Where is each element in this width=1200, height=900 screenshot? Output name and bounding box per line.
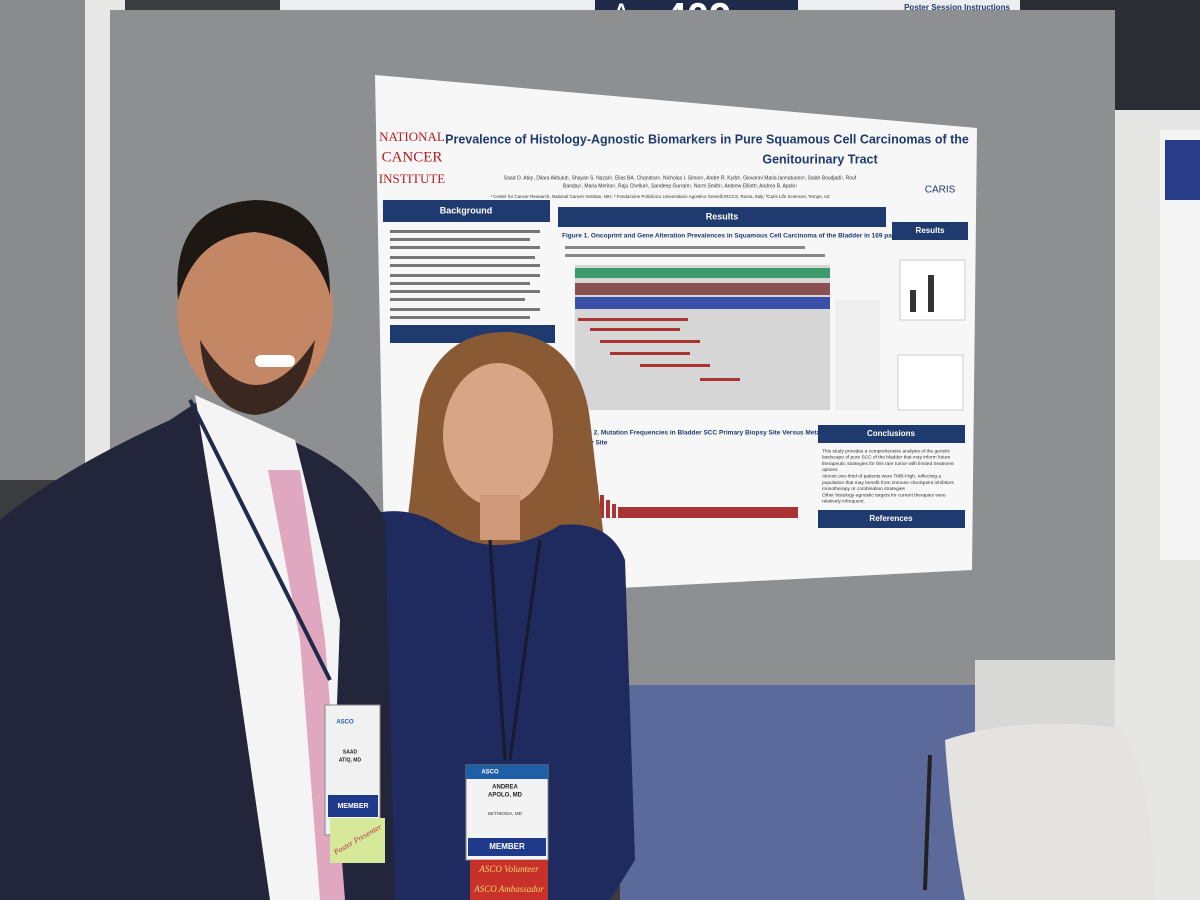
- conclusion-line: options: [822, 467, 838, 473]
- survival-plot: [897, 354, 964, 411]
- section-title: Background: [440, 205, 493, 215]
- conclusion-line: Other histology-agnostic targets for cur…: [822, 492, 946, 498]
- conclusion-line: population that may benefit from immune …: [822, 480, 954, 486]
- badge-name: SAAD: [343, 749, 358, 755]
- thumbnail-bar: [910, 290, 916, 312]
- partner-logo: CARIS: [925, 185, 956, 196]
- conclusions: This study provides a comprehensive anal…: [822, 448, 954, 504]
- conclusion-line: This study provides a comprehensive anal…: [822, 448, 951, 454]
- poster-title: Prevalence of Histology-Agnostic Biomark…: [445, 132, 969, 146]
- authors: Saad O. Atiq¹, Dilara Akbulut¹, Shayan S…: [504, 175, 857, 181]
- oncoprint-cells: [578, 318, 740, 381]
- figure-caption: Figure 1. Oncoprint and Gene Alteration …: [562, 233, 910, 240]
- figure-caption: Figure 2. Mutation Frequencies in Bladde…: [572, 430, 838, 437]
- hair: [177, 200, 330, 300]
- oncoprint-bar: [575, 297, 830, 309]
- badge-status-bar: [468, 838, 546, 856]
- oncoprint-bar: [575, 283, 830, 295]
- ribbon: [330, 818, 385, 863]
- badge-status-bar: [328, 795, 378, 817]
- section-bar: [818, 510, 965, 528]
- neighbor-poster: [1160, 130, 1200, 560]
- badge-org: ASCO: [481, 770, 499, 776]
- badge-name: ANDREA: [492, 785, 518, 791]
- ribbon-text: ASCO Volunteer: [478, 864, 539, 874]
- dress: [355, 511, 635, 900]
- affiliations: ¹ Center for Cancer Research, National C…: [490, 194, 830, 199]
- logo: NATIONAL: [379, 129, 445, 144]
- conclusion-line: therapeutic strategies for this rare tum…: [822, 461, 954, 467]
- neighbor-poster-header: [1165, 140, 1200, 200]
- conclusion-line: monotherapy or combination strategies: [822, 486, 906, 492]
- section-title: Results: [916, 226, 945, 235]
- lanyard: [488, 539, 507, 761]
- badge-org: ASCO: [336, 720, 354, 726]
- lanyard: [508, 539, 542, 761]
- lanyard: [188, 399, 332, 681]
- badge-name: APOLO, MD: [488, 793, 523, 799]
- smile: [255, 355, 295, 367]
- ribbon: [470, 860, 548, 880]
- background-text: [390, 230, 540, 319]
- section-title: References: [869, 514, 913, 523]
- badge-status: MEMBER: [489, 842, 525, 851]
- thumbnail-bar: [928, 275, 934, 312]
- badge-status: MEMBER: [337, 803, 368, 810]
- beard: [200, 340, 315, 415]
- carpet: [620, 685, 990, 900]
- face: [443, 363, 553, 507]
- chair: [945, 723, 1155, 900]
- conclusion-line: Almost one-third of patients were TMB-Hi…: [822, 473, 941, 479]
- neck: [480, 495, 520, 540]
- oncoprint-bar: [575, 268, 830, 278]
- results-text: [565, 246, 825, 257]
- conclusion-line: relatively infrequent.: [822, 499, 865, 505]
- ribbon: [470, 880, 548, 900]
- section-bar: [818, 425, 965, 443]
- section-title: Results: [706, 211, 739, 221]
- section-title: Conclusions: [867, 429, 916, 438]
- authors: Banday¹, Maria Merino¹, Raju Chelluri¹, …: [563, 183, 797, 189]
- logo: INSTITUTE: [379, 171, 445, 186]
- logo: CANCER: [382, 149, 443, 165]
- badge-name: ATIQ, MD: [339, 757, 362, 763]
- prevalence-bars: [835, 300, 880, 410]
- section-bar: [892, 222, 968, 240]
- badge-city: BETHESDA, MD: [488, 811, 523, 816]
- section-bar: [383, 200, 550, 222]
- section-bar: [558, 207, 886, 227]
- conclusion-line: landscape of pure SCC of the bladder tha…: [822, 455, 951, 461]
- left-panel: [0, 0, 95, 480]
- instructions-title: Poster Session Instructions: [904, 3, 1010, 12]
- badge-header: [466, 765, 548, 779]
- ribbon-text: ASCO Ambassador: [473, 884, 544, 894]
- chair-leg: [923, 754, 932, 891]
- poster-title: Genitourinary Tract: [762, 152, 878, 166]
